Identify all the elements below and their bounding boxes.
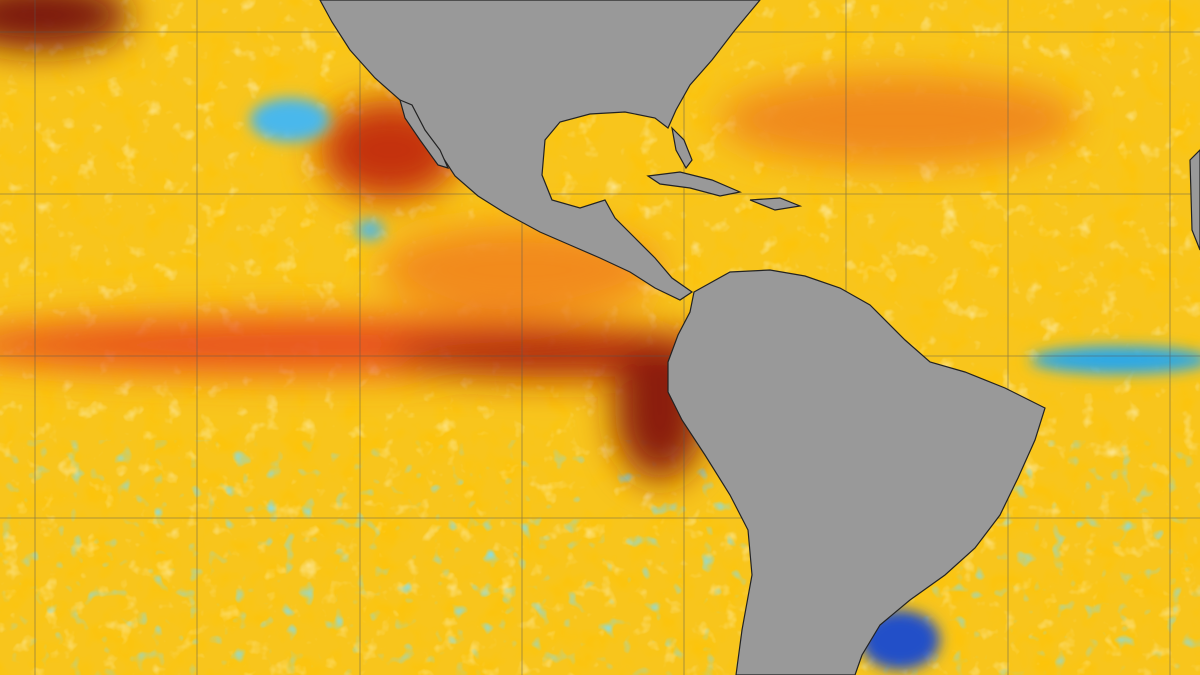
warm-anomalies (0, 0, 1080, 480)
land (319, 0, 1200, 675)
florida (671, 126, 693, 170)
pacific-cool (250, 98, 330, 142)
atlantic-warm (720, 75, 1080, 165)
hispaniola (749, 197, 803, 211)
pacific-cool-small (356, 220, 384, 240)
cuba (646, 171, 743, 197)
south-atlantic-cool (1030, 346, 1200, 374)
north-pacific-warm (0, 0, 130, 50)
africa-edge (1189, 149, 1200, 251)
south-america (667, 269, 1046, 675)
cool-patches-south (0, 440, 1200, 675)
cool-texture (0, 440, 1200, 675)
baja-california (399, 98, 450, 169)
